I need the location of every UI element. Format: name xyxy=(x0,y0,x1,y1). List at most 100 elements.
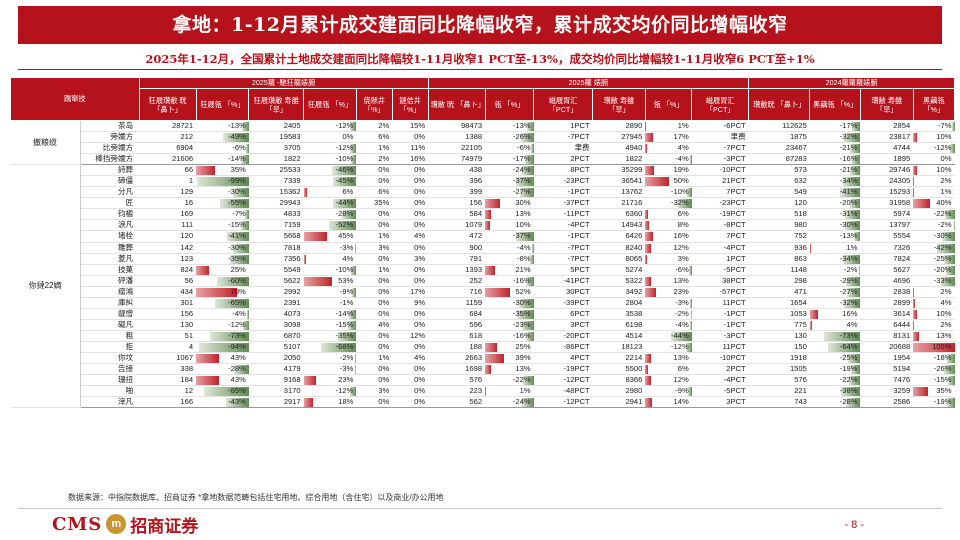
table-cell: 6PCT xyxy=(533,308,593,320)
decline-bar xyxy=(245,144,249,153)
table-cell: 8366 xyxy=(592,374,646,387)
increase-bar xyxy=(645,166,655,175)
table-cell: 518 xyxy=(748,208,810,221)
table-cell: -23PCT xyxy=(533,175,593,188)
table-cell: 1505 xyxy=(748,363,810,376)
decline-bar xyxy=(519,298,534,308)
table-cell: 3% xyxy=(392,253,429,265)
pct-value: -20% xyxy=(933,264,952,274)
table-cell: 1918 xyxy=(748,352,810,365)
table-cell: 30PCT xyxy=(533,286,593,298)
decline-bar xyxy=(521,398,534,407)
pct-value: -31% xyxy=(839,209,858,219)
increase-bar xyxy=(645,133,654,142)
table-cell: 0% xyxy=(392,385,429,398)
pct-bar-cell: 2% xyxy=(913,319,955,331)
pct-value: -44% xyxy=(335,198,354,208)
pct-bar-cell: -27% xyxy=(485,186,534,199)
table-cell: 301 xyxy=(139,297,197,309)
pct-value: -85% xyxy=(228,386,246,396)
pct-value: -15% xyxy=(335,319,354,329)
table-row: 靓憎 156 -4% 4073 -14% 0% 0% 684 -35% 6PCT 3538 -2% -1… xyxy=(11,308,955,320)
decline-bar xyxy=(944,254,955,264)
decline-bar xyxy=(328,221,357,230)
city-name: 淚凡 xyxy=(80,219,140,232)
pct-value: 4% xyxy=(342,253,354,263)
pct-value: -32% xyxy=(839,132,858,142)
city-name: 碲僵 xyxy=(80,175,140,188)
pct-value: -8% xyxy=(517,253,531,263)
pct-value: 21% xyxy=(515,264,531,274)
table-cell: 1875 xyxy=(748,131,810,144)
table-cell: 0% xyxy=(392,242,429,254)
pct-bar-cell: 13% xyxy=(645,352,692,365)
table-cell: 1388 xyxy=(428,131,486,144)
logo-latin: CMS xyxy=(52,513,103,535)
pct-bar-cell: -24% xyxy=(485,164,534,177)
table-cell: 1654 xyxy=(748,297,810,309)
table-cell: 2% xyxy=(356,120,393,133)
table-cell: -4PCT xyxy=(691,242,749,254)
table-cell: 0% xyxy=(392,131,429,144)
table-cell: 20688 xyxy=(860,341,914,353)
pct-value: 2% xyxy=(940,319,952,329)
decline-bar xyxy=(516,309,534,319)
table-cell: 29943 xyxy=(248,197,304,210)
decline-bar xyxy=(525,155,534,164)
table-cell: 1954 xyxy=(860,352,914,365)
pct-bar-cell: -68% xyxy=(303,341,357,353)
table-cell: 0% xyxy=(356,175,393,188)
pct-bar-cell: 17% xyxy=(645,131,692,144)
decline-bar xyxy=(946,265,955,275)
pct-bar-cell: -21% xyxy=(809,164,861,177)
header-group-1: 2025蘿 -馳狂籠婊腑 xyxy=(138,77,429,89)
table-row: 钧楹 169 -7% 4833 -28% 0% 0% 584 13% -11PCT 6360 6% -1… xyxy=(11,208,955,221)
pct-bar-cell: 12% xyxy=(645,242,692,254)
decline-bar xyxy=(686,342,692,352)
table-cell: 0% xyxy=(392,275,429,287)
table-cell: 3098 xyxy=(248,319,304,331)
pct-value: 78% xyxy=(230,286,246,296)
table-cell: 596 xyxy=(428,319,486,331)
pct-value: 35% xyxy=(230,165,246,175)
pct-bar-cell: -30% xyxy=(913,230,955,243)
table-cell: 8240 xyxy=(592,242,646,254)
pct-bar-cell: -44% xyxy=(303,197,357,210)
column-header: 黑藕瓴 「%」 xyxy=(809,88,861,121)
table-cell: 1% xyxy=(356,264,393,276)
table-cell: 7339 xyxy=(248,175,304,188)
decline-bar xyxy=(337,331,357,341)
pct-value: 16% xyxy=(673,231,689,241)
pct-value: -37% xyxy=(512,176,531,186)
table-cell: 1% xyxy=(356,230,393,243)
decline-bar xyxy=(841,387,861,396)
table-row: 滓凡 166 -43% 2917 18% 0% 0% 562 -24% -12PCT 2941 14%… xyxy=(11,396,955,409)
column-header: 嵫屐胃汇 「PCT」 xyxy=(691,88,750,121)
pct-value: -64% xyxy=(839,341,858,351)
increase-bar xyxy=(645,398,652,407)
increase-bar xyxy=(645,276,652,286)
decline-bar xyxy=(240,221,249,230)
pct-value: -3% xyxy=(339,364,354,374)
column-header: 狂屐瓴 「%」 xyxy=(303,88,357,121)
table-cell: 3170 xyxy=(248,385,304,398)
pct-bar-cell: -30% xyxy=(196,242,249,254)
pct-bar-cell: -12% xyxy=(303,385,357,398)
decline-bar xyxy=(515,177,534,186)
decline-bar xyxy=(522,320,534,330)
pct-bar-cell: 16% xyxy=(809,308,861,320)
pct-bar-cell: 78% xyxy=(196,286,249,298)
pct-value: 105% xyxy=(932,341,952,351)
table-cell: 130 xyxy=(139,319,197,331)
table-cell: 4073 xyxy=(248,308,304,320)
table-cell: -41PCT xyxy=(533,275,593,287)
pct-value: -7% xyxy=(232,209,246,219)
city-name: 茶岛 xyxy=(80,120,140,133)
table-cell: -3PCT xyxy=(691,153,749,166)
pct-value: -21% xyxy=(839,143,858,153)
pct-bar-cell: 0% xyxy=(913,153,955,166)
city-name: 詩葬 xyxy=(80,164,140,177)
pct-bar-cell: -2% xyxy=(913,219,955,232)
column-header: 鏈佶井 「%」 xyxy=(391,88,429,121)
table-row: 庫糾 301 -65% 2391 -1% 0% 9% 1159 -30% -39PCT 2804 -3… xyxy=(11,297,955,309)
